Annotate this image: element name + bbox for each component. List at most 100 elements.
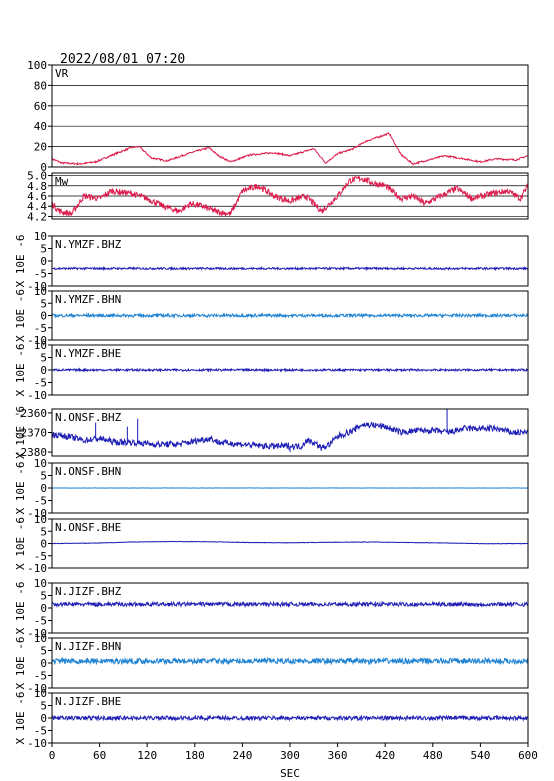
y-tick-label: -2360	[14, 407, 47, 420]
x-tick-label: 480	[423, 749, 443, 762]
y-tick-label: -10	[27, 389, 47, 402]
panel-vr: 0 20 40 60 80 100 VR	[27, 59, 529, 174]
y-tick-label: 60	[34, 100, 47, 113]
panel-frame	[51, 518, 529, 569]
y-tick-label: 0	[40, 712, 47, 725]
y-axis-label: X 10E -6	[14, 289, 27, 342]
y-tick-label: 10	[34, 687, 47, 700]
y-tick-label: 0	[40, 255, 47, 268]
channel-label: VR	[55, 67, 69, 80]
x-tick-label: 420	[375, 749, 395, 762]
y-tick-label: -10	[27, 507, 47, 520]
y-tick-label: 5	[40, 525, 47, 538]
series-line	[51, 265, 529, 272]
y-tick-label: 0	[40, 602, 47, 615]
x-tick-label: 540	[470, 749, 490, 762]
series-line	[51, 714, 529, 722]
y-tick-label: 40	[34, 120, 47, 133]
y-tick-label: 5	[40, 243, 47, 256]
timestamp-title: 2022/08/01 07:20	[60, 52, 185, 67]
y-axis-label: X 10E -6	[14, 637, 27, 690]
y-tick-label: 20	[34, 141, 47, 154]
y-tick-label: -10	[27, 562, 47, 575]
y-tick-label: -5	[34, 725, 47, 738]
y-axis-label: X 10E -6	[14, 692, 27, 745]
channel-label: N.YMZF.BHN	[55, 293, 121, 306]
y-tick-label: -10	[27, 334, 47, 347]
panel-frame	[51, 637, 529, 689]
y-tick-label: 0	[40, 538, 47, 551]
channel-label: N.JIZF.BHE	[55, 695, 121, 708]
y-tick-label: 10	[34, 339, 47, 352]
y-axis-label: X 10E -6	[14, 344, 27, 397]
y-tick-label: 0	[40, 310, 47, 323]
channel-label: N.JIZF.BHN	[55, 640, 121, 653]
y-tick-label: 10	[34, 230, 47, 243]
channel-label: N.ONSF.BHE	[55, 521, 121, 534]
y-tick-label: 80	[34, 79, 47, 92]
x-tick-label: 0	[49, 749, 56, 762]
y-tick-label: -10	[27, 627, 47, 640]
y-tick-label: 10	[34, 577, 47, 590]
series-line	[51, 132, 529, 166]
y-tick-label: -2380	[14, 446, 47, 459]
channel-label: N.ONSF.BHN	[55, 465, 121, 478]
x-axis-label: SEC	[280, 767, 300, 780]
y-tick-label: 10	[34, 457, 47, 470]
series-line	[51, 600, 529, 609]
x-tick-label: 60	[93, 749, 106, 762]
y-tick-label: -5	[34, 268, 47, 281]
y-tick-label: 5	[40, 645, 47, 658]
y-axis-label: X 10E -6	[14, 235, 27, 288]
y-axis-label: X 10E -6	[14, 582, 27, 635]
y-tick-label: 10	[34, 285, 47, 298]
channel-label: N.ONSF.BHZ	[55, 411, 122, 424]
y-tick-label: 4.6	[27, 190, 47, 203]
y-axis-label: X 10E -6	[14, 406, 27, 459]
y-tick-label: 0	[40, 161, 47, 174]
channel-label: N.JIZF.BHZ	[55, 585, 122, 598]
series-line	[52, 540, 529, 545]
y-tick-label: 0	[40, 657, 47, 670]
panel-frame	[51, 462, 529, 514]
channel-label: Mw	[55, 175, 69, 188]
y-tick-label: 4.2	[27, 210, 47, 223]
panel-frame	[51, 408, 529, 457]
y-tick-label: 4.8	[27, 180, 47, 193]
y-tick-label: -5	[34, 670, 47, 683]
series-line	[51, 367, 529, 373]
x-tick-label: 600	[518, 749, 538, 762]
y-tick-label: 5.0	[27, 170, 47, 183]
y-tick-label: -5	[34, 322, 47, 335]
x-axis: 0 60 120 180 240 300 360 420 480 540 600 SEC	[49, 743, 538, 780]
y-tick-label: 5	[40, 700, 47, 713]
y-tick-label: -10	[27, 682, 47, 695]
y-tick-label: -2370	[14, 427, 47, 440]
channel-label: N.YMZF.BHZ	[55, 238, 122, 251]
y-tick-label: -5	[34, 550, 47, 563]
y-axis-label: X 10E -6	[14, 462, 27, 515]
panel-mw: 4.24.44.64.85.0 Mw	[27, 170, 529, 223]
channel-label: N.YMZF.BHE	[55, 347, 121, 360]
y-tick-label: -5	[34, 615, 47, 628]
y-tick-label: 0	[40, 364, 47, 377]
y-tick-label: -5	[34, 377, 47, 390]
x-tick-label: 240	[232, 749, 252, 762]
series-line	[51, 175, 529, 217]
panel-frame	[51, 290, 529, 341]
y-tick-label: 5	[40, 352, 47, 365]
x-tick-label: 360	[328, 749, 348, 762]
y-axis-label: X 10E -6	[14, 517, 27, 570]
y-tick-label: 5	[40, 297, 47, 310]
series-line	[51, 312, 529, 319]
y-tick-label: 100	[27, 59, 47, 72]
